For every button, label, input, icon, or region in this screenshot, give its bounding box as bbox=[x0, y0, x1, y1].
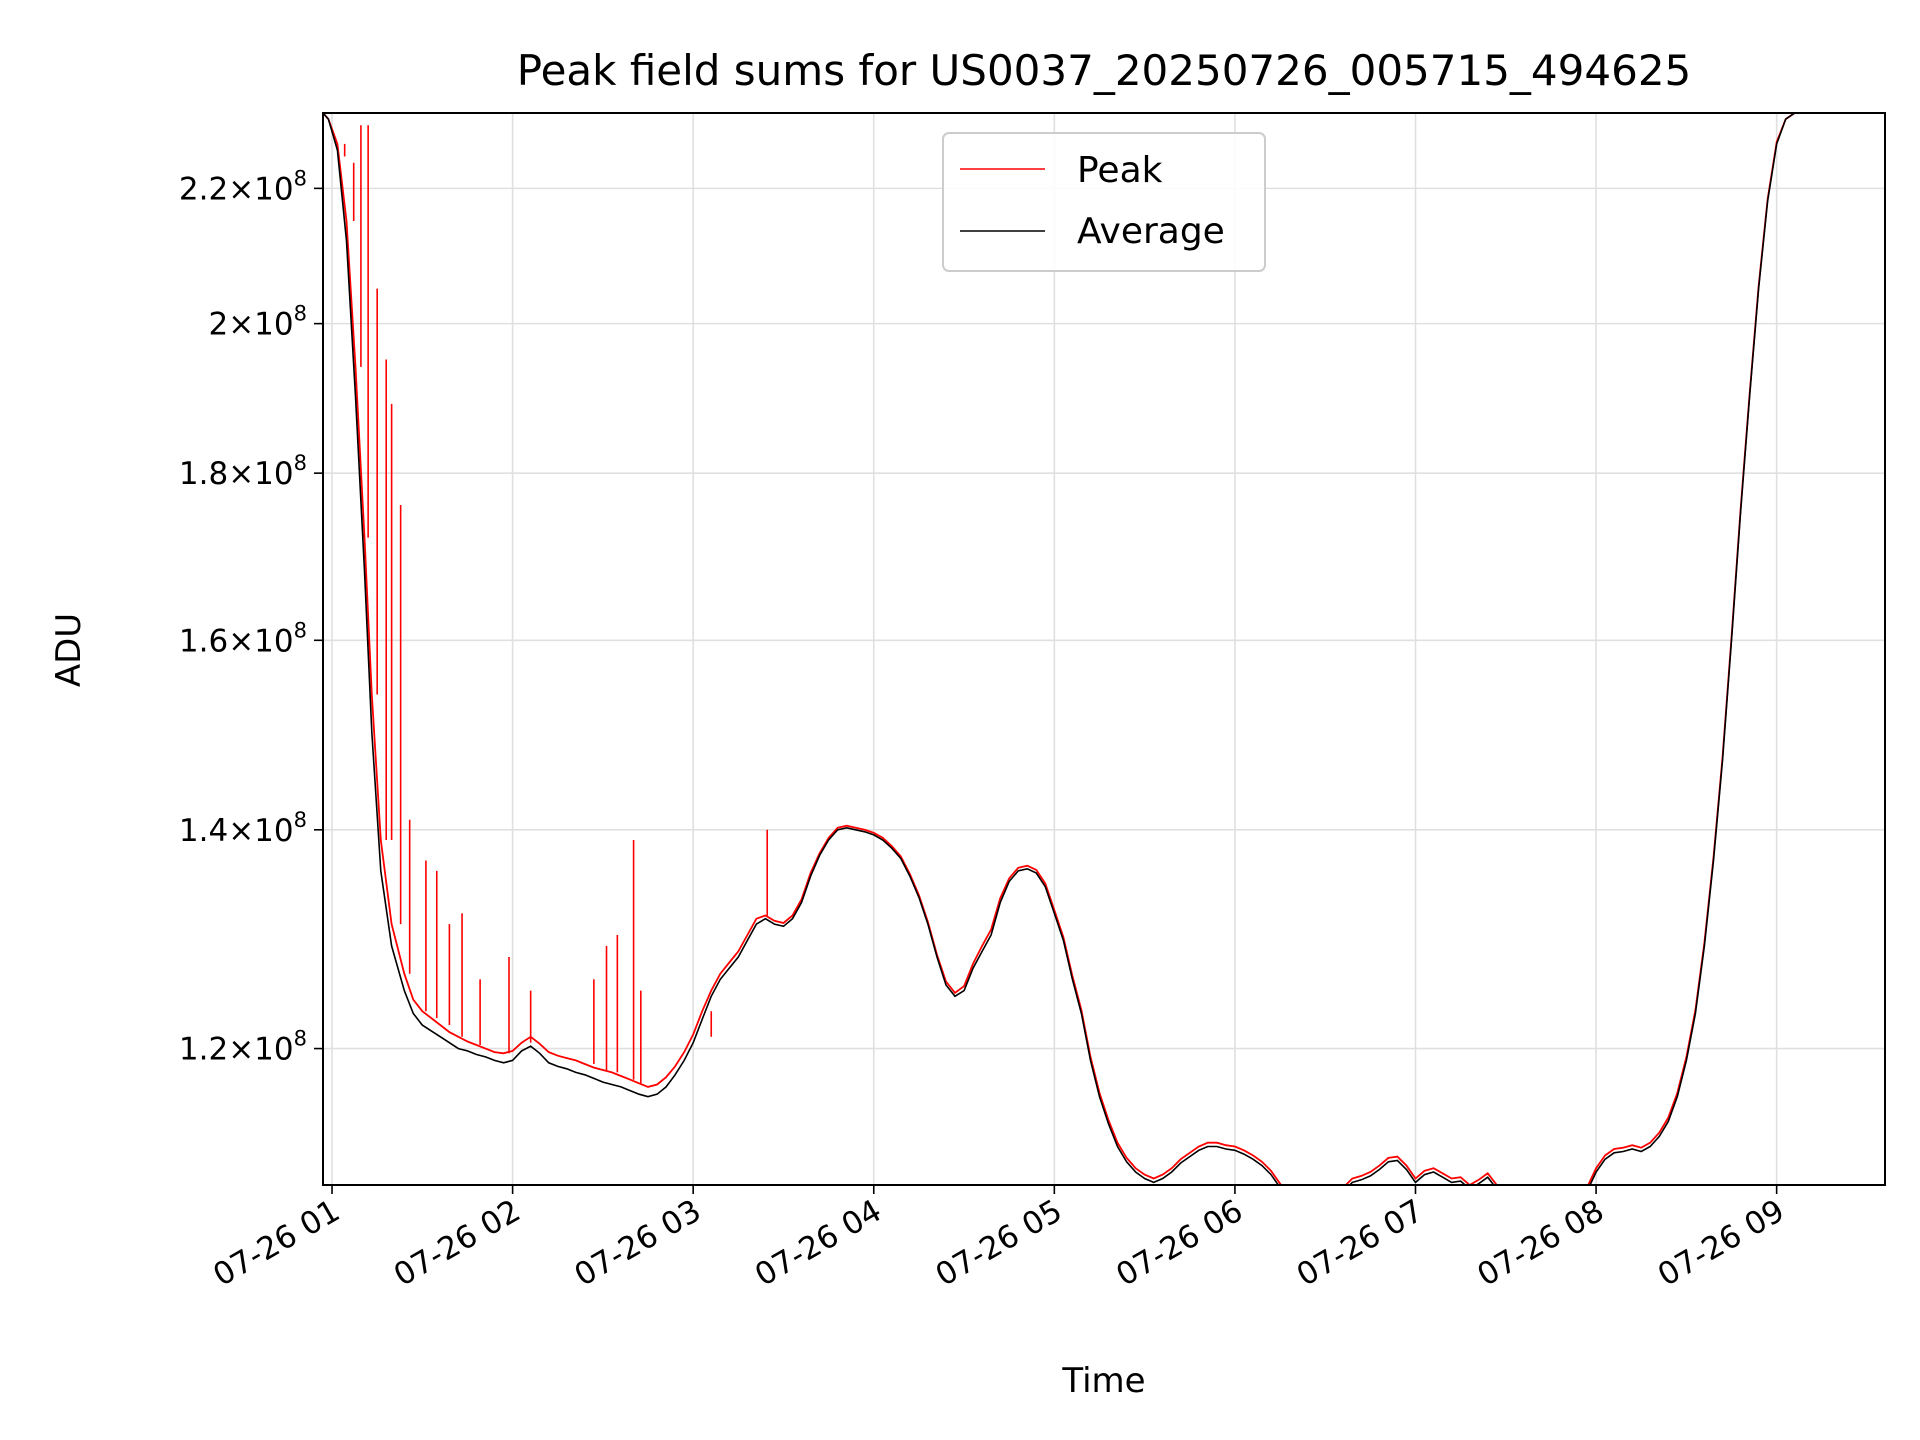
y-tick-label: 1.4×108 bbox=[179, 808, 307, 849]
x-axis-label: Time bbox=[1061, 1361, 1145, 1401]
chart-title: Peak field sums for US0037_20250726_0057… bbox=[517, 46, 1692, 95]
x-tick-label: 07-26 04 bbox=[749, 1193, 888, 1294]
legend-box bbox=[942, 132, 1266, 272]
legend-label-average: Average bbox=[1077, 211, 1225, 252]
x-tick-label: 07-26 09 bbox=[1652, 1193, 1791, 1294]
y-tick-label: 2×108 bbox=[208, 302, 307, 343]
y-axis: 1.2×108 1.4×108 1.6×108 1.8×108 2×108 2.2×108 bbox=[179, 166, 323, 1068]
plot-frame bbox=[322, 112, 1886, 1186]
x-axis: 07-26 01 07-26 02 07-26 03 07-26 04 07-26 05… bbox=[207, 1185, 1791, 1294]
legend-label-peak: Peak bbox=[1077, 150, 1163, 191]
x-tick-label: 07-26 08 bbox=[1471, 1193, 1610, 1294]
series-line-peak bbox=[323, 113, 1796, 1185]
series-line-average bbox=[323, 113, 1796, 1185]
x-tick-label: 07-26 07 bbox=[1291, 1193, 1430, 1294]
x-tick-label: 07-26 06 bbox=[1110, 1193, 1249, 1294]
x-tick-label: 07-26 05 bbox=[930, 1193, 1069, 1294]
legend: Peak Average bbox=[942, 132, 1266, 272]
grid bbox=[323, 113, 1885, 1185]
x-tick-label: 07-26 03 bbox=[568, 1193, 707, 1294]
y-axis-label: ADU bbox=[49, 613, 89, 687]
y-tick-label: 2.2×108 bbox=[179, 166, 307, 207]
series-layer bbox=[323, 113, 1796, 1185]
y-tick-label: 1.6×108 bbox=[179, 618, 307, 659]
x-tick-label: 07-26 02 bbox=[388, 1193, 527, 1294]
y-tick-label: 1.2×108 bbox=[179, 1027, 307, 1068]
y-tick-label: 1.8×108 bbox=[179, 451, 307, 492]
x-tick-label: 07-26 01 bbox=[207, 1193, 346, 1294]
